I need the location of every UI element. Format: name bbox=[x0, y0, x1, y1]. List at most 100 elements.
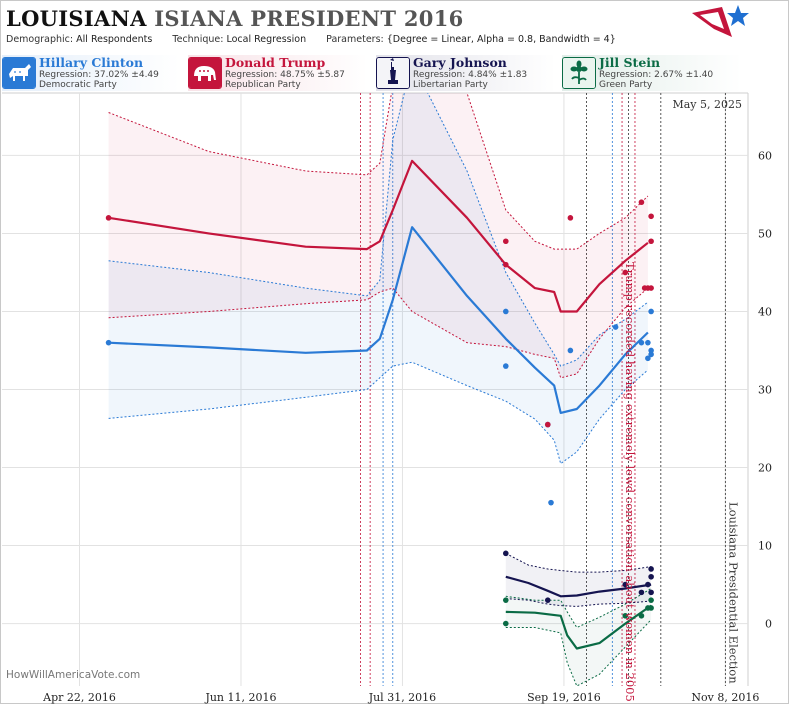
parameters-line: Demographic: All Respondents Technique: … bbox=[6, 34, 616, 45]
poll-point bbox=[648, 566, 654, 572]
poll-point bbox=[502, 363, 509, 369]
poll-point bbox=[638, 589, 645, 596]
poll-point bbox=[502, 597, 509, 603]
event-annotation: Trump recorded having extremely lewd con… bbox=[623, 262, 637, 702]
candidate-party: Green Party bbox=[599, 80, 653, 90]
series-line bbox=[108, 159, 649, 313]
confidence-band bbox=[505, 553, 652, 607]
poll-point bbox=[648, 308, 654, 315]
poll-point bbox=[645, 339, 651, 346]
poll-point bbox=[622, 581, 629, 588]
plot-layer bbox=[105, 93, 726, 686]
technique-label: Technique: bbox=[172, 34, 224, 45]
y-tick-label: 0 bbox=[765, 618, 772, 631]
y-tick-label: 60 bbox=[758, 149, 772, 162]
x-tick-label: Jun 11, 2016 bbox=[204, 691, 276, 704]
poll-point bbox=[622, 269, 629, 276]
y-tick-label: 50 bbox=[758, 227, 772, 240]
series-line bbox=[505, 604, 652, 650]
band-lower-edge bbox=[505, 598, 652, 607]
candidate-trump: Donald Trump Regression: 48.75% ±5.87 Re… bbox=[188, 55, 368, 91]
poll-point bbox=[567, 347, 574, 354]
site-logo bbox=[692, 5, 749, 37]
band-upper-edge bbox=[108, 93, 649, 250]
band-upper-edge bbox=[505, 552, 652, 573]
candidate-name: Hillary Clinton bbox=[39, 55, 144, 70]
band-upper-edge bbox=[108, 93, 649, 367]
poll-point bbox=[648, 285, 654, 291]
poll-point bbox=[638, 199, 645, 206]
poll-point bbox=[645, 355, 651, 362]
poll-point bbox=[648, 213, 654, 220]
poll-point bbox=[638, 339, 645, 346]
parameters-label: Parameters: bbox=[326, 34, 384, 45]
x-tick-label: Jul 31, 2016 bbox=[368, 691, 437, 704]
x-tick-label: Sep 19, 2016 bbox=[527, 691, 601, 704]
poll-point bbox=[622, 612, 629, 619]
poll-point bbox=[645, 581, 651, 588]
title-rest: ISIANA PRESIDENT 2016 bbox=[154, 6, 464, 31]
poll-point bbox=[648, 238, 654, 245]
candidate-regression: Regression: 37.02% ±4.49 bbox=[39, 70, 159, 80]
poll-point bbox=[105, 215, 112, 221]
parameters-value: {Degree = Linear, Alpha = 0.8, Bandwidth… bbox=[386, 34, 616, 45]
y-tick-label: 10 bbox=[758, 540, 772, 553]
candidate-name: Donald Trump bbox=[225, 55, 326, 70]
y-tick-label: 40 bbox=[758, 305, 772, 318]
page-title: LOUISIANA ISIANA PRESIDENT 2016 bbox=[6, 6, 464, 31]
poll-point bbox=[648, 605, 654, 611]
poll-point bbox=[544, 597, 551, 603]
poll-point bbox=[648, 573, 654, 580]
poll-point bbox=[612, 324, 619, 330]
technique-value: Local Regression bbox=[226, 34, 307, 45]
poll-point bbox=[502, 308, 509, 315]
elephant-icon bbox=[188, 57, 222, 89]
donkey-icon bbox=[2, 57, 36, 89]
poll-point bbox=[502, 261, 509, 268]
candidate-name: Jill Stein bbox=[599, 55, 661, 70]
poll-point bbox=[502, 550, 509, 557]
poll-point bbox=[648, 351, 654, 358]
y-tick-label: 30 bbox=[758, 384, 772, 397]
poll-point bbox=[648, 597, 654, 603]
x-tick-label: Nov 8, 2016 bbox=[691, 691, 759, 704]
candidate-stein: Jill Stein Regression: 2.67% ±1.40 Green… bbox=[562, 55, 742, 91]
flower-icon bbox=[562, 57, 596, 89]
demographic-label: Demographic: bbox=[6, 34, 74, 45]
band-upper-edge bbox=[505, 588, 652, 629]
series-line bbox=[505, 575, 652, 598]
candidate-party: Republican Party bbox=[225, 80, 301, 90]
candidate-party: Democratic Party bbox=[39, 80, 117, 90]
poll-point bbox=[544, 421, 551, 428]
band-lower-edge bbox=[108, 361, 649, 465]
current-date-label: May 5, 2025 bbox=[672, 98, 742, 111]
logo-star-icon bbox=[727, 5, 749, 26]
title-state: LOUISIANA bbox=[6, 6, 147, 31]
poll-point bbox=[502, 620, 509, 627]
series-line bbox=[108, 226, 649, 414]
poll-point bbox=[502, 238, 509, 245]
demographic-value: All Respondents bbox=[76, 34, 153, 45]
candidate-party: Libertarian Party bbox=[413, 80, 488, 90]
poll-point bbox=[638, 612, 645, 619]
candidate-regression: Regression: 48.75% ±5.87 bbox=[225, 70, 345, 80]
candidate-johnson: Gary Johnson Regression: 4.84% ±1.83 Lib… bbox=[376, 55, 556, 91]
candidate-name: Gary Johnson bbox=[413, 55, 507, 70]
candidate-regression: Regression: 4.84% ±1.83 bbox=[413, 70, 528, 80]
y-tick-label: 20 bbox=[758, 462, 772, 475]
band-lower-edge bbox=[108, 287, 649, 379]
poll-point bbox=[548, 499, 554, 506]
site-watermark: HowWillAmericaVote.com bbox=[6, 669, 140, 681]
confidence-band bbox=[108, 93, 648, 378]
poll-point bbox=[567, 215, 574, 221]
x-tick-label: Apr 22, 2016 bbox=[42, 691, 116, 704]
poll-point bbox=[105, 339, 112, 346]
liberty-icon bbox=[376, 57, 410, 89]
event-annotation: Louisiana Presidential Election bbox=[726, 502, 740, 684]
band-lower-edge bbox=[505, 619, 652, 686]
poll-point bbox=[648, 589, 654, 596]
poll-point bbox=[648, 347, 654, 354]
confidence-band bbox=[108, 93, 648, 464]
candidate-clinton: Hillary Clinton Regression: 37.02% ±4.49… bbox=[2, 55, 180, 91]
